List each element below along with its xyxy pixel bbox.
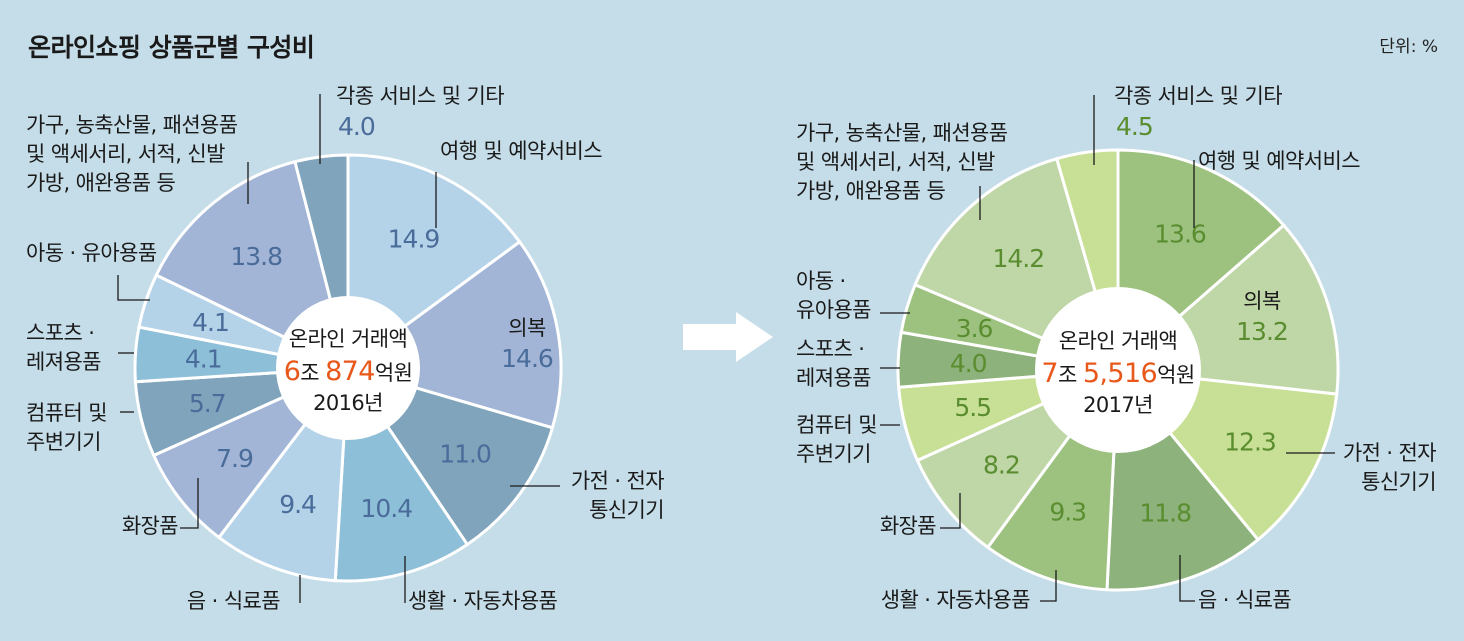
slice-value-label: 13.2	[1236, 317, 1288, 346]
category-label: 가구, 농축산물, 패션용품 및 액세서리, 서적, 신발 가방, 애완용품 등	[26, 113, 238, 195]
slice-value-label: 9.3	[1049, 497, 1086, 526]
slice-value-label: 7.9	[216, 444, 253, 473]
category-label: 가전 · 전자 통신기기	[1343, 441, 1436, 494]
center-year: 2017년	[1083, 393, 1153, 417]
slice-value-label: 4.0	[950, 349, 987, 378]
category-label: 스포츠 · 레져용품	[796, 337, 871, 390]
leader-line	[940, 493, 961, 529]
leader-line	[1040, 570, 1057, 602]
unit-label: 단위: %	[1379, 37, 1438, 57]
slice-value-label: 4.1	[185, 345, 222, 374]
category-label: 생활 · 자동차용품	[408, 589, 558, 613]
category-label: 아동 · 유아용품	[796, 269, 871, 322]
category-label: 의복	[508, 316, 546, 340]
category-label: 화장품	[122, 514, 178, 538]
center-label: 온라인 거래액	[289, 327, 407, 351]
category-label: 의복	[1243, 289, 1281, 313]
donut-center	[1035, 287, 1201, 453]
slice-value-label: 8.2	[983, 450, 1020, 479]
leader-line	[117, 275, 150, 301]
donut-center	[276, 296, 420, 440]
slice-value-label: 12.3	[1224, 427, 1276, 456]
slice-value-label: 11.0	[439, 440, 491, 469]
slice-value-label: 4.1	[192, 308, 229, 337]
slice-value-label: 4.0	[338, 112, 375, 141]
slice-value-label: 9.4	[279, 490, 316, 519]
category-label: 생활 · 자동차용품	[881, 588, 1031, 612]
category-label: 각종 서비스 및 기타	[1114, 84, 1282, 108]
slice-value-label: 11.8	[1139, 498, 1191, 527]
slice-value-label: 14.6	[501, 344, 553, 373]
leader-line	[1179, 555, 1195, 602]
category-label: 가구, 농축산물, 패션용품 및 액세서리, 서적, 신발 가방, 애완용품 등	[796, 121, 1008, 203]
category-label: 컴퓨터 및 주변기기	[796, 413, 877, 466]
slice-value-label: 10.4	[360, 494, 412, 523]
slice-value-label: 5.7	[189, 389, 226, 418]
center-total: 6조 874억원	[284, 356, 413, 387]
slice-value-label: 13.6	[1154, 219, 1206, 248]
slice-value-label: 13.8	[230, 242, 282, 271]
leader-line	[180, 478, 199, 529]
slice-value-label: 14.9	[388, 225, 440, 254]
arrow-right-icon	[683, 312, 773, 362]
category-label: 각종 서비스 및 기타	[336, 84, 504, 108]
slice-value-label: 14.2	[992, 244, 1044, 273]
category-label: 아동 · 유아용품	[26, 241, 157, 265]
category-label: 음 · 식료품	[187, 589, 280, 613]
pie-chart-2016년: 14.9 11.0 10.4 9.4 7.9 5.7 4.1 4.1 13.8 온라인 거래액 6조…	[26, 84, 665, 613]
center-label: 온라인 거래액	[1059, 329, 1177, 353]
center-total: 7조 5,516억원	[1041, 358, 1194, 389]
category-label: 음 · 식료품	[1198, 588, 1291, 612]
slice-value-label: 4.5	[1116, 112, 1153, 141]
pie-chart-2017년: 13.6 12.3 11.8 9.3 8.2 5.5 4.0 3.6 14.2 온라인 거래액 7조…	[796, 84, 1437, 612]
category-label: 여행 및 예약서비스	[1198, 149, 1360, 173]
category-label: 화장품	[880, 514, 936, 538]
category-label: 가전 · 전자 통신기기	[571, 469, 664, 522]
slice-value-label: 5.5	[954, 393, 991, 422]
chart-title: 온라인쇼핑 상품군별 구성비	[28, 33, 315, 62]
center-year: 2016년	[313, 391, 383, 415]
category-label: 여행 및 예약서비스	[440, 139, 602, 163]
category-label: 컴퓨터 및 주변기기	[26, 401, 107, 454]
category-label: 스포츠 · 레져용품	[26, 321, 101, 374]
slice-value-label: 3.6	[956, 314, 993, 343]
